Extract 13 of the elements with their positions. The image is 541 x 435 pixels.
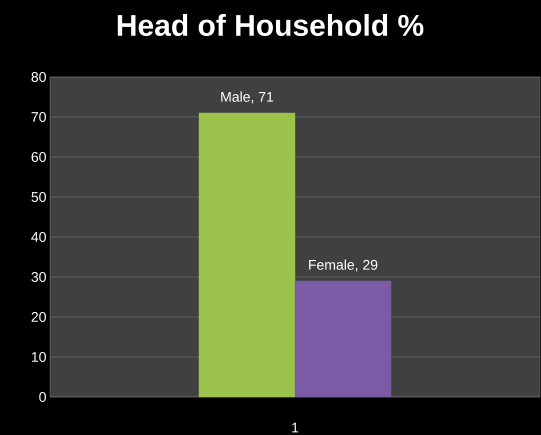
- y-tick-label: 50: [31, 192, 46, 202]
- data-label: Male, 71: [221, 92, 274, 104]
- y-tick-label: 0: [39, 392, 46, 402]
- chart-title: Head of Household %: [118, 14, 424, 36]
- y-tick-label: 70: [32, 112, 46, 122]
- y-tick-label: 10: [32, 352, 46, 362]
- y-tick-label: 20: [32, 312, 46, 322]
- data-label: Female, 29: [309, 260, 378, 272]
- y-tick-label: 30: [31, 272, 46, 282]
- x-tick-label: 1: [292, 422, 298, 432]
- y-tick-label: 60: [32, 152, 46, 162]
- y-tick-label: 40: [31, 232, 46, 242]
- y-tick-label: 80: [32, 72, 46, 82]
